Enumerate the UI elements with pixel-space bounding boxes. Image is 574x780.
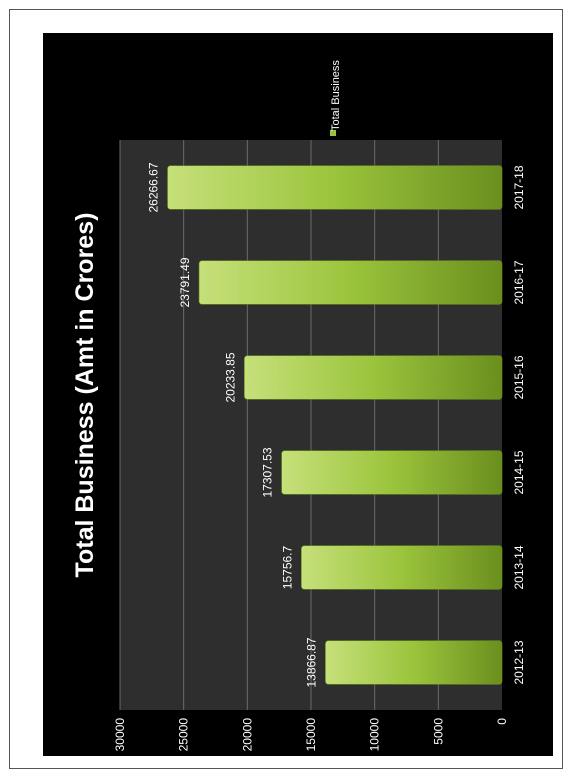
legend-label: Total Business xyxy=(330,60,342,131)
data-label: 26266.67 xyxy=(147,162,161,212)
bar xyxy=(198,260,503,305)
data-label: 13866.87 xyxy=(304,637,318,687)
data-label: 15756.7 xyxy=(280,545,294,589)
bar xyxy=(325,640,503,685)
category-label: 2017-18 xyxy=(512,165,526,209)
legend: Total Business xyxy=(330,60,342,136)
bar xyxy=(244,355,503,400)
category-label: 2015-16 xyxy=(512,355,526,399)
value-tick-label: 5000 xyxy=(431,718,445,745)
value-tick-label: 10000 xyxy=(368,718,382,752)
chart-svg: Total Business (Amt in Crores) 0 5000 1000… xyxy=(71,60,526,752)
data-label: 23791.49 xyxy=(178,257,192,307)
bar xyxy=(281,450,503,495)
legend-swatch xyxy=(330,130,336,136)
category-label: 2014-15 xyxy=(512,450,526,494)
category-label: 2013-14 xyxy=(512,545,526,589)
bar xyxy=(301,545,503,590)
chart-title: Total Business (Amt in Crores) xyxy=(71,213,99,578)
chart-slide: Total Business (Amt in Crores) 0 5000 1000… xyxy=(43,33,553,756)
bar xyxy=(167,165,503,210)
value-tick-label: 0 xyxy=(495,718,509,725)
category-label: 2012-13 xyxy=(512,640,526,684)
page-frame: Total Business (Amt in Crores) 0 5000 1000… xyxy=(9,9,563,769)
data-label: 20233.85 xyxy=(223,352,237,402)
category-label: 2016-17 xyxy=(512,260,526,304)
value-tick-label: 20000 xyxy=(240,718,254,752)
value-tick-label: 25000 xyxy=(177,718,191,752)
data-label: 17307.53 xyxy=(261,447,275,497)
value-tick-label: 30000 xyxy=(113,718,127,752)
value-tick-label: 15000 xyxy=(304,718,318,752)
chart-plot: 0 5000 10000 15000 20000 25000 30000 13866.87 20… xyxy=(113,140,526,751)
